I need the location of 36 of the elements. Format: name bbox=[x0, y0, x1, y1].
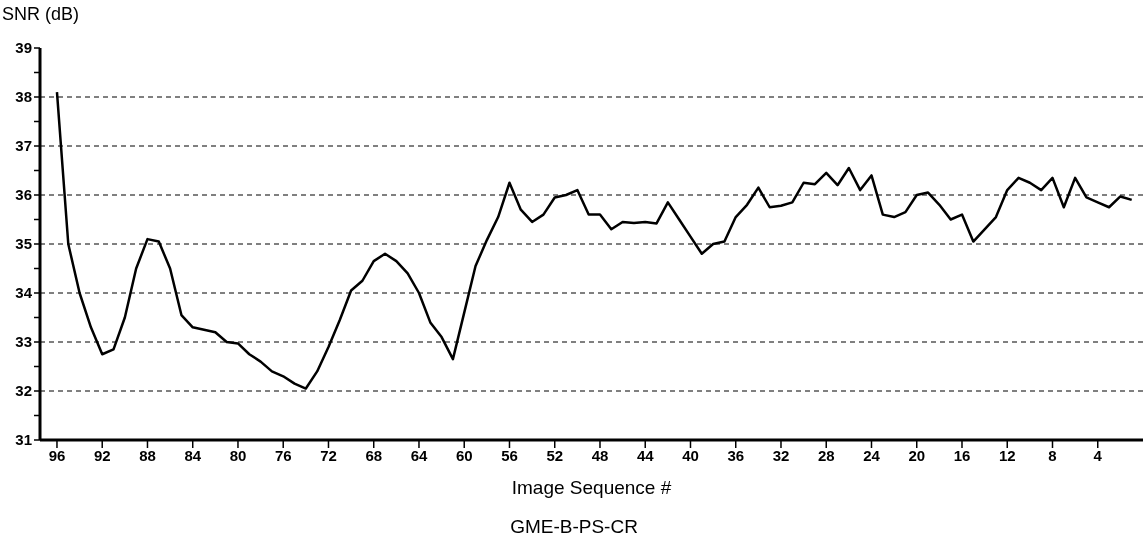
x-tick-label: 72 bbox=[320, 446, 337, 464]
x-tick-label: 56 bbox=[501, 446, 518, 464]
x-tick-label: 68 bbox=[365, 446, 383, 464]
y-axis-title: SNR (dB) bbox=[2, 4, 80, 25]
y-tick-label: 33 bbox=[15, 333, 32, 351]
x-tick-label: 44 bbox=[636, 446, 655, 464]
x-tick-label: 28 bbox=[817, 446, 835, 464]
y-tick-label: 35 bbox=[15, 235, 32, 253]
x-tick-label: 20 bbox=[908, 446, 926, 464]
x-tick-label: 76 bbox=[274, 446, 292, 464]
x-tick-label: 36 bbox=[727, 446, 745, 464]
x-tick-label: 96 bbox=[48, 446, 66, 464]
x-tick-label: 88 bbox=[139, 446, 156, 464]
x-tick-label: 60 bbox=[455, 446, 473, 464]
y-tick-label: 39 bbox=[15, 39, 32, 57]
y-tick-label: 36 bbox=[15, 186, 32, 204]
y-tick-label: 31 bbox=[15, 431, 32, 449]
y-tick-label: 37 bbox=[15, 137, 32, 155]
x-tick-label: 64 bbox=[410, 446, 428, 464]
x-tick-label: 12 bbox=[998, 446, 1016, 464]
x-tick-label: 32 bbox=[772, 446, 790, 464]
x-tick-label: 24 bbox=[863, 446, 881, 464]
x-tick-label: 8 bbox=[1048, 446, 1057, 464]
x-tick-label: 40 bbox=[682, 446, 699, 464]
text: GME-B-PS-CR bbox=[509, 516, 639, 538]
y-tick-label: 32 bbox=[15, 382, 32, 400]
x-tick-label: 4 bbox=[1093, 446, 1103, 464]
x-tick-label: 84 bbox=[184, 446, 202, 464]
y-tick-label: 38 bbox=[15, 88, 32, 106]
x-tick-label: 80 bbox=[229, 446, 247, 464]
x-tick-label: 92 bbox=[93, 446, 111, 464]
x-tick-label: 16 bbox=[953, 446, 971, 464]
x-tick-label: 48 bbox=[591, 446, 609, 464]
x-axis-title: Image Sequence # bbox=[511, 477, 672, 498]
x-tick-label: 52 bbox=[546, 446, 564, 464]
y-tick-label: 34 bbox=[15, 284, 33, 302]
